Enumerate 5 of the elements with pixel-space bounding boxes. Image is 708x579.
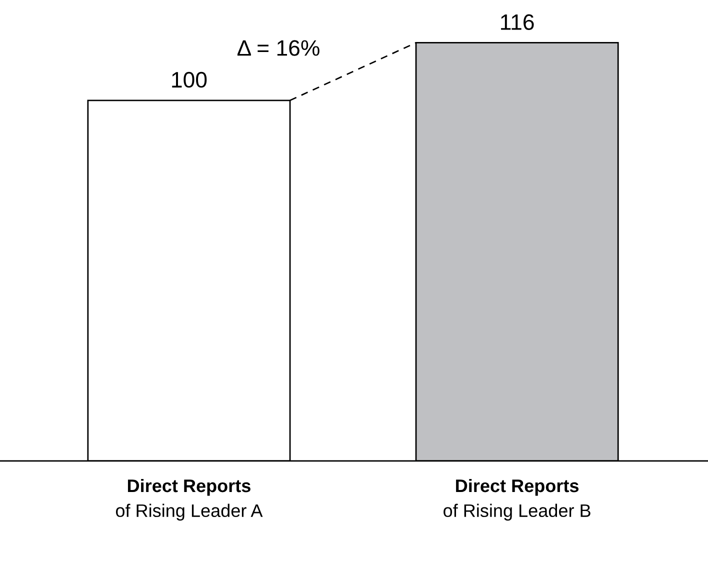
data-label: 100 <box>172 72 207 88</box>
x-tick-label: Direct Reports of Rising Leader A <box>116 478 263 521</box>
data-label: 116 <box>501 14 534 30</box>
x-tick-label: Direct Reports of Rising Leader B <box>444 478 590 521</box>
annotation: Δ = 16% <box>237 40 320 56</box>
